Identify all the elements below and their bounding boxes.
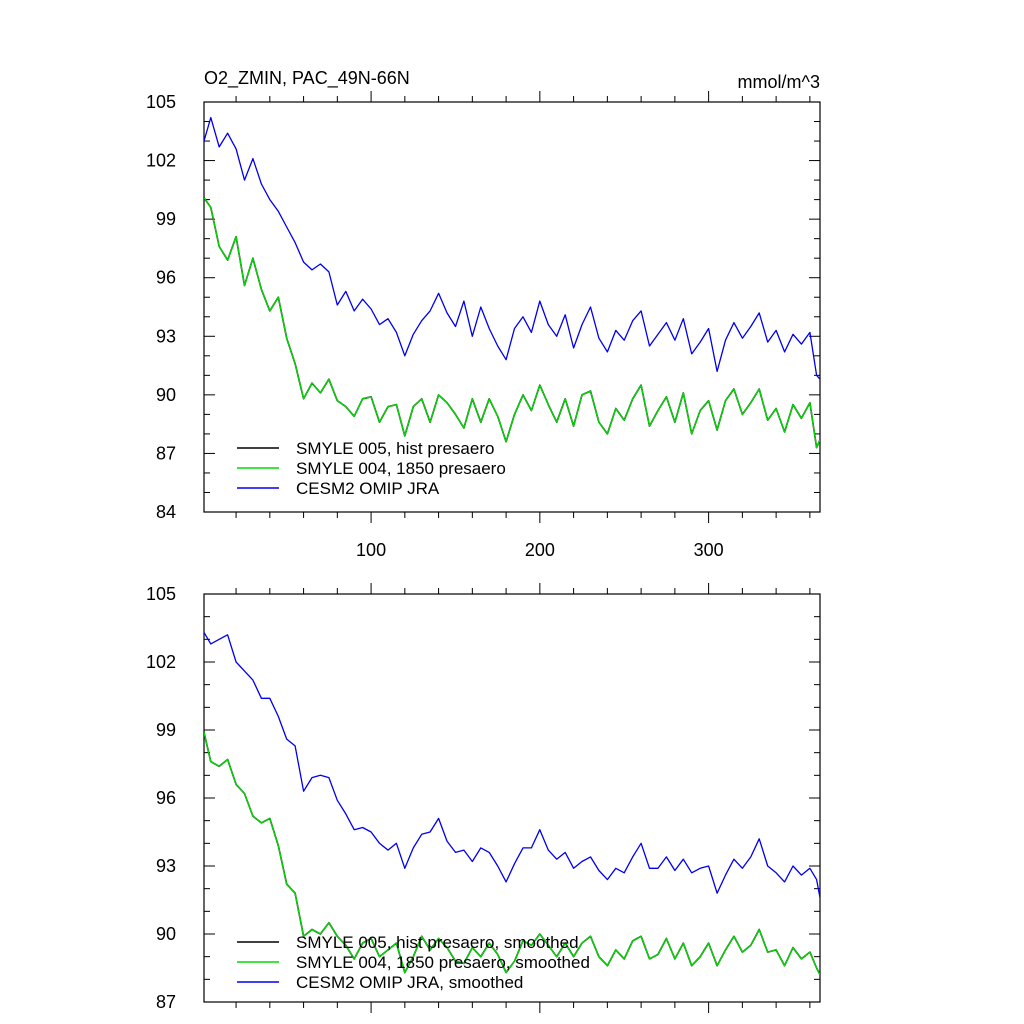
y-tick-label: 84: [156, 502, 176, 522]
series-line-3: [204, 632, 820, 898]
y-tick-label: 93: [156, 326, 176, 346]
y-tick-label: 102: [146, 652, 176, 672]
series-line-2: [204, 732, 820, 976]
legend-label-2: SMYLE 004, 1850 presaero: [296, 459, 506, 478]
y-tick-label: 87: [156, 992, 176, 1012]
chart-panel-2: 87 90 93 96 99 102 105 SMYLE 005, hist presaero…: [146, 583, 821, 1013]
plot-frame: [203, 101, 821, 513]
y-tick-label: 93: [156, 856, 176, 876]
y-tick-label: 99: [156, 209, 176, 229]
x-tick-label: 200: [525, 540, 555, 560]
legend-label-2: SMYLE 004, 1850 presaero, smoothed: [296, 953, 590, 972]
legend-label-1: SMYLE 005, hist presaero, smoothed: [296, 933, 579, 952]
series-line-2: [204, 197, 820, 449]
x-tick-label: 300: [694, 540, 724, 560]
series-line-1: [204, 197, 820, 449]
legend-label-3: CESM2 OMIP JRA, smoothed: [296, 973, 523, 992]
chart-panel-1: 100 200 300 84 87 90 93 96 99 102 105 O2_ZMIN, PAC_…: [146, 68, 821, 560]
legend-label-3: CESM2 OMIP JRA: [296, 479, 440, 498]
series-line-3: [204, 116, 820, 380]
y-tick-label: 87: [156, 443, 176, 463]
y-tick-label: 105: [146, 584, 176, 604]
y-tick-label: 90: [156, 924, 176, 944]
x-tick-label: 100: [356, 540, 386, 560]
units-label: mmol/m^3: [738, 72, 820, 92]
y-tick-label: 102: [146, 151, 176, 171]
chart-title: O2_ZMIN, PAC_49N-66N: [204, 68, 410, 89]
y-tick-label: 99: [156, 720, 176, 740]
legend-label-1: SMYLE 005, hist presaero: [296, 439, 494, 458]
y-tick-label: 96: [156, 788, 176, 808]
y-tick-label: 90: [156, 385, 176, 405]
y-tick-label: 96: [156, 268, 176, 288]
y-tick-label: 105: [146, 92, 176, 112]
